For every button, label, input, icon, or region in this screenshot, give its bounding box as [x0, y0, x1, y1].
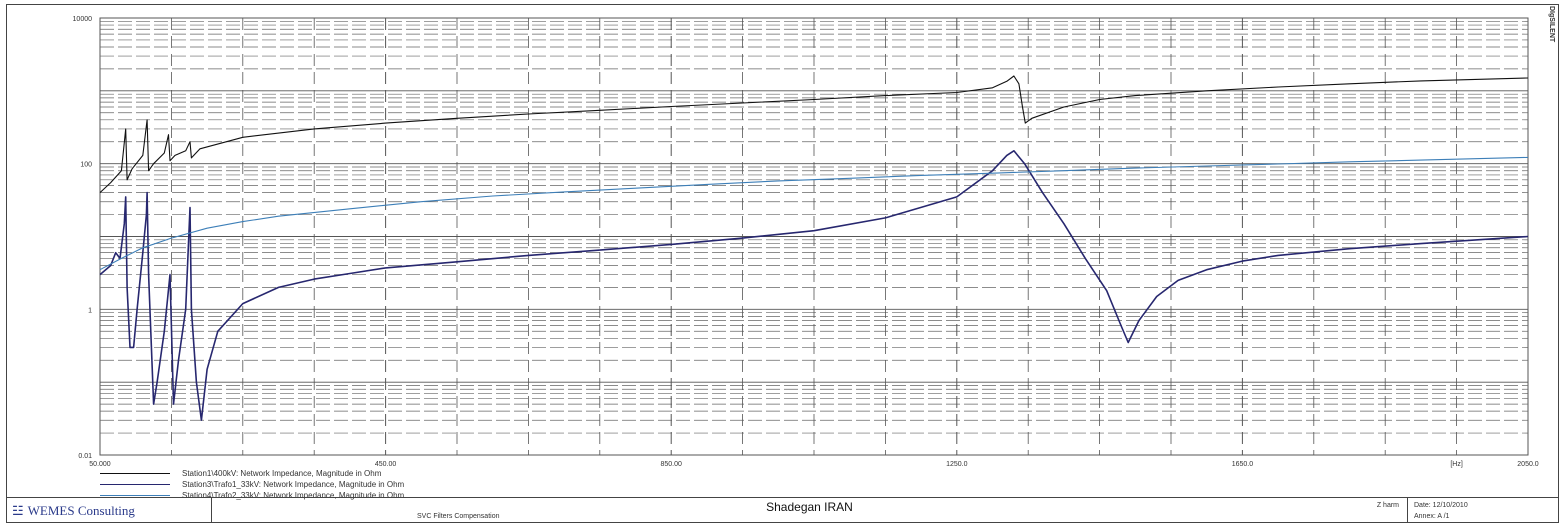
legend-item-station3: Station3\Trafo1_33kV: Network Impedance,…: [100, 479, 404, 490]
legend-swatch: [100, 473, 170, 474]
y-tick-label: 10000: [73, 16, 93, 23]
project-subtitle: SVC Filters Compensation: [417, 513, 500, 520]
legend-swatch: [100, 484, 170, 485]
date-cell: Date: 12/10/2010 Annex: A /1: [1408, 498, 1559, 523]
x-tick-label: 2050.0: [1517, 461, 1539, 468]
y-tick-label: 0.01: [78, 453, 92, 460]
side-label: DIgSILENT: [1548, 6, 1555, 43]
plot-label: Z harm: [1376, 502, 1399, 509]
y-tick-label: 100: [80, 162, 92, 169]
legend-label: Station4\Trafo2_33kV: Network Impedance,…: [182, 491, 405, 500]
legend-label: Station3\Trafo1_33kV: Network Impedance,…: [182, 480, 405, 489]
plot-frame: [6, 4, 1559, 523]
date-label: Date: 12/10/2010: [1414, 502, 1468, 509]
x-tick-label: 1250.0: [946, 461, 968, 468]
logo-icon: ☳: [12, 502, 24, 518]
legend: Station1\400kV: Network Impedance, Magni…: [100, 468, 404, 501]
x-axis-unit: [Hz]: [1450, 461, 1463, 468]
series-line-1: [99, 75, 1529, 194]
x-tick-label: 450.00: [375, 461, 397, 468]
company-logo: ☳ WEMES Consulting: [6, 498, 212, 523]
y-tick-label: 1: [88, 307, 92, 314]
project-title: Shadegan IRAN: [766, 500, 853, 514]
legend-item-station1: Station1\400kV: Network Impedance, Magni…: [100, 468, 404, 479]
legend-swatch: [100, 495, 170, 496]
series-line-3: [99, 156, 1529, 271]
legend-item-station4: Station4\Trafo2_33kV: Network Impedance,…: [100, 490, 404, 501]
x-tick-label: 1650.0: [1232, 461, 1254, 468]
x-tick-label: 50.000: [89, 461, 111, 468]
title-block: ☳ WEMES Consulting Shadegan IRAN SVC Fil…: [6, 497, 1559, 523]
project-cell: Shadegan IRAN SVC Filters Compensation Z…: [212, 498, 1408, 523]
company-name: WEMES Consulting: [27, 502, 135, 518]
series-line-2: [99, 150, 1529, 421]
legend-label: Station1\400kV: Network Impedance, Magni…: [182, 469, 382, 478]
x-tick-label: 850.00: [660, 461, 682, 468]
annex-label: Annex: A /1: [1414, 513, 1450, 520]
